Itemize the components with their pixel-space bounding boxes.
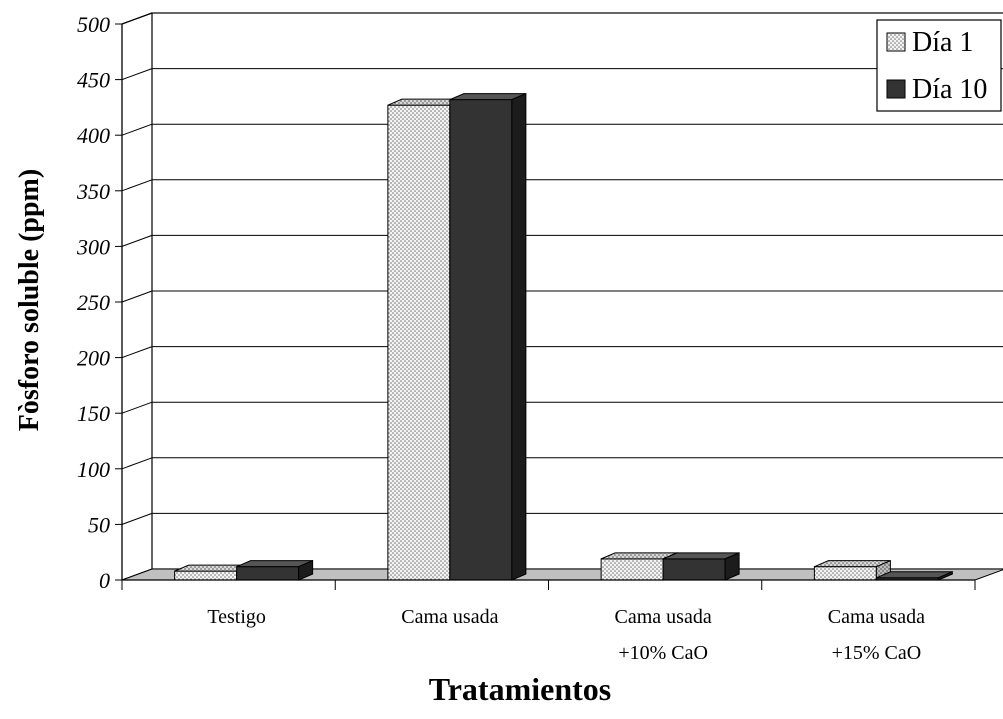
y-tick-label: 500 (77, 12, 110, 37)
bar-front (388, 105, 450, 580)
bar-front (450, 100, 512, 580)
bar-front (663, 559, 725, 580)
y-axis-title: Fòsforo soluble (ppm) (14, 169, 45, 431)
gridline-diagonal (122, 513, 152, 524)
gridline-diagonal (122, 402, 152, 413)
y-tick-label: 50 (88, 512, 110, 537)
bar-dia-10-0 (237, 561, 313, 580)
legend-label: Día 1 (912, 27, 973, 58)
gridline-diagonal (122, 291, 152, 302)
y-tick-label: 100 (77, 457, 110, 482)
bar-side (512, 94, 526, 580)
gridline-diagonal (122, 69, 152, 80)
gridline-diagonal (122, 235, 152, 246)
x-category-label: Cama usada (401, 606, 498, 628)
bar-front (175, 571, 237, 580)
y-tick-label: 400 (77, 123, 110, 148)
x-category-label: Testigo (207, 606, 266, 628)
y-tick-label: 350 (76, 179, 110, 204)
y-tick-label: 200 (77, 346, 110, 371)
legend-swatch (887, 33, 905, 51)
y-tick-label: 300 (76, 234, 110, 259)
legend-swatch (887, 80, 905, 98)
y-tick-label: 450 (77, 68, 110, 93)
x-category-label: Cama usada +15% CaO (828, 606, 925, 664)
y-tick-label: 0 (99, 568, 110, 593)
bar-front (237, 567, 299, 580)
gridline-diagonal (122, 180, 152, 191)
y-axis-top-link (122, 13, 152, 24)
y-tick-labels: 0 50 100 150 200 250 300 350 400 450 500 (76, 12, 110, 593)
x-axis-title: Tratamientos (429, 671, 611, 707)
y-tick-label: 150 (77, 401, 110, 426)
bar-front (814, 567, 876, 580)
gridline-diagonal (122, 458, 152, 469)
bar-dia-10-2 (663, 553, 739, 580)
gridline-diagonal (122, 347, 152, 358)
bar-front (601, 559, 663, 580)
bar-dia-10-1 (450, 94, 526, 580)
legend-label: Día 10 (912, 74, 987, 105)
y-tick-label: 250 (77, 290, 110, 315)
bar-dia-10-3 (876, 572, 952, 580)
x-category-labels: Testigo Cama usada Cama usada +10% CaO Cama … (207, 606, 925, 664)
legend: Día 1 Día 10 (877, 20, 1001, 111)
x-category-label: Cama usada +10% CaO (615, 606, 712, 664)
gridline-diagonal (122, 124, 152, 135)
